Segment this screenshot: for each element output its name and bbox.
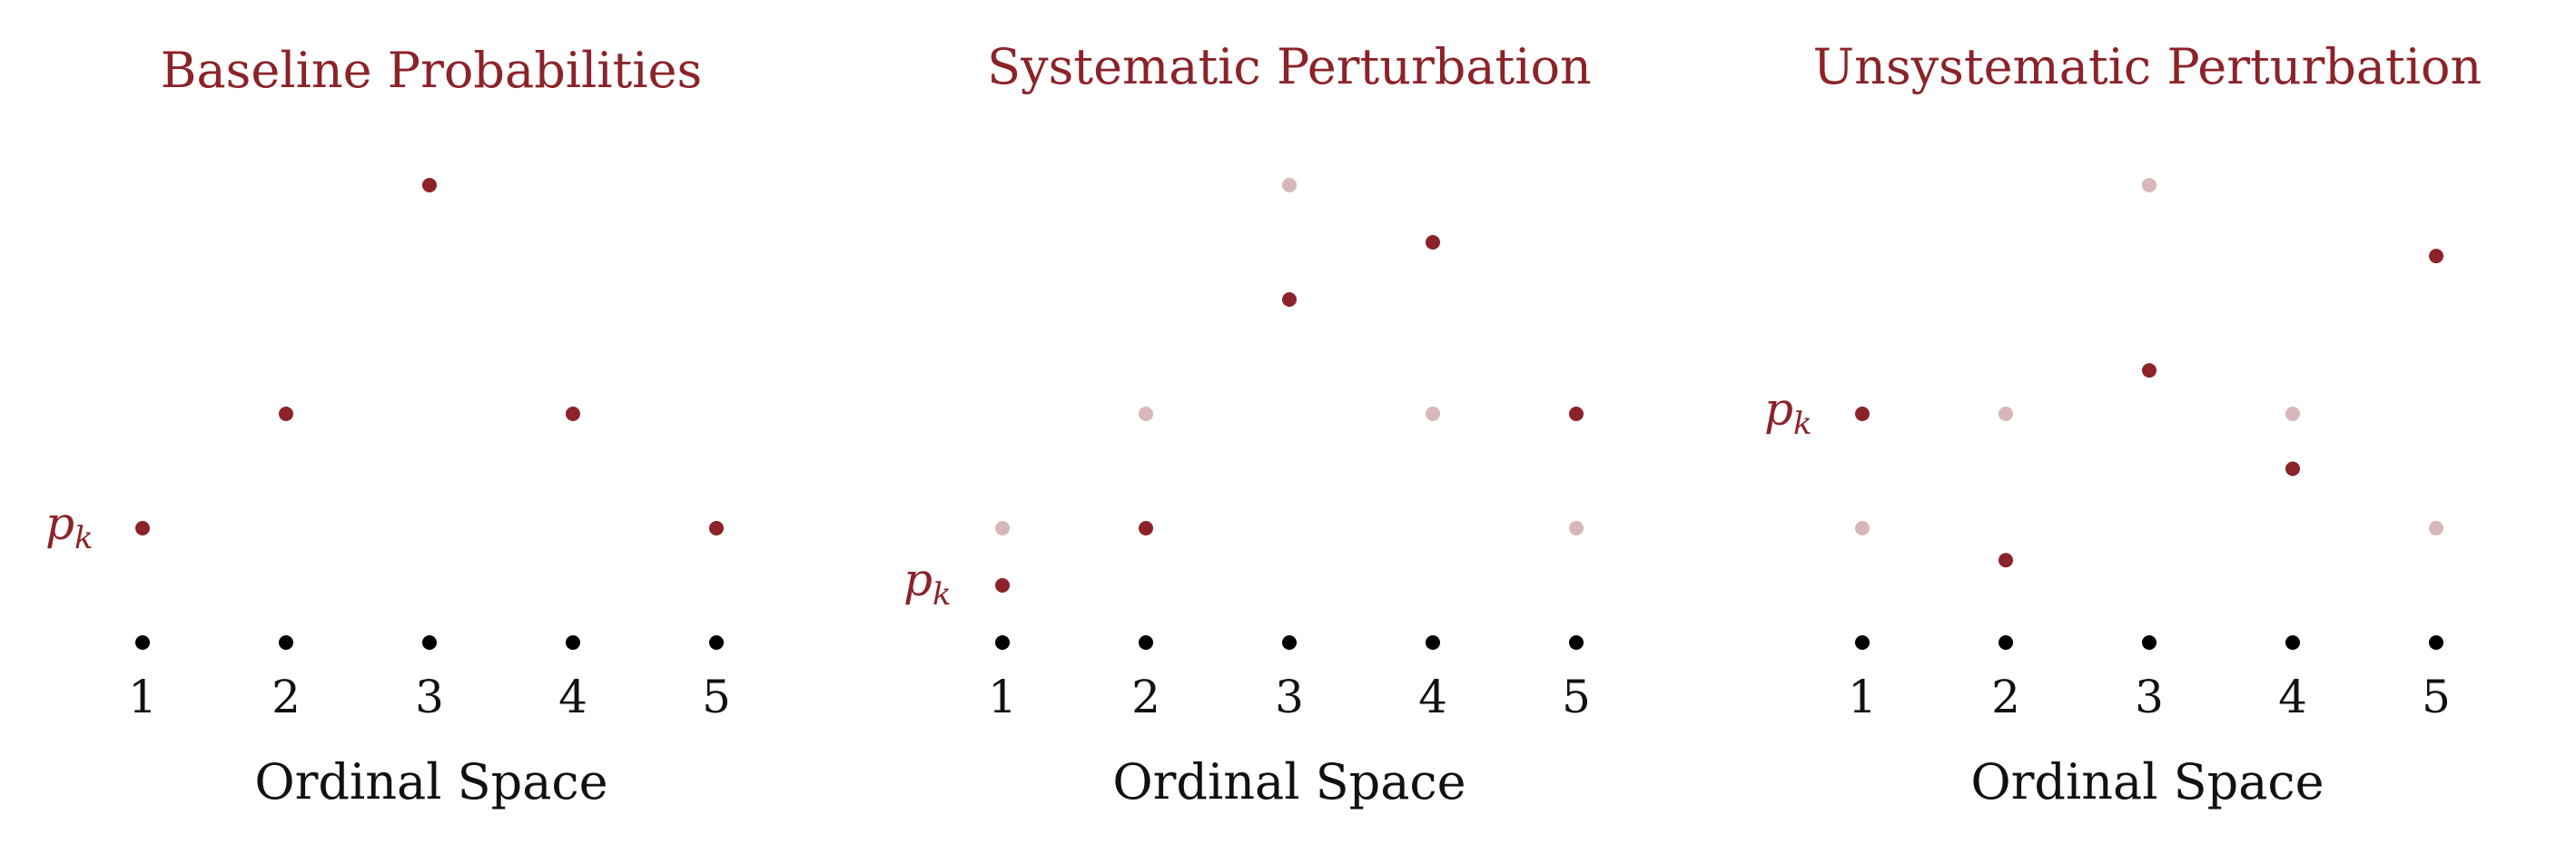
probability-point-5 bbox=[709, 521, 724, 535]
x-tick-label: 3 bbox=[1275, 671, 1304, 723]
pk-label: pk bbox=[1764, 383, 1812, 442]
probability-point-2 bbox=[1139, 521, 1153, 535]
pk-subscript: k bbox=[933, 576, 952, 613]
pk-subscript: k bbox=[74, 520, 94, 556]
baseline-point-2 bbox=[1999, 407, 2013, 421]
probability-point-4 bbox=[2285, 461, 2300, 476]
probability-point-1 bbox=[995, 578, 1010, 593]
baseline-point-2 bbox=[1139, 407, 1153, 421]
baseline-point-3 bbox=[2142, 178, 2157, 192]
probability-point-4 bbox=[566, 407, 580, 421]
pk-label: pk bbox=[903, 554, 952, 613]
baseline-point-3 bbox=[1282, 178, 1297, 192]
x-tick-label: 1 bbox=[1848, 671, 1877, 723]
probability-point-3 bbox=[422, 178, 437, 192]
axis-point-1 bbox=[135, 635, 150, 650]
axis-point-2 bbox=[1139, 635, 1153, 650]
axis-point-5 bbox=[709, 635, 724, 650]
baseline-point-1 bbox=[1855, 521, 1870, 535]
axis-point-4 bbox=[566, 635, 580, 650]
baseline-point-5 bbox=[1569, 521, 1584, 535]
x-axis-label: Ordinal Space bbox=[254, 753, 607, 810]
axis-point-4 bbox=[2285, 635, 2300, 650]
pk-label: pk bbox=[45, 497, 94, 556]
x-tick-label: 1 bbox=[128, 671, 157, 723]
probability-point-5 bbox=[1569, 407, 1584, 421]
x-tick-label: 2 bbox=[271, 671, 301, 723]
axis-point-2 bbox=[1999, 635, 2013, 650]
probability-point-1 bbox=[135, 521, 150, 535]
x-tick-label: 3 bbox=[2135, 671, 2164, 723]
baseline-point-4 bbox=[2285, 407, 2300, 421]
panel-systematic-perturbation: Systematic Perturbation Ordinal Space pk… bbox=[903, 38, 1592, 810]
pk-symbol: p bbox=[903, 554, 933, 606]
x-axis-label: Ordinal Space bbox=[1112, 753, 1466, 810]
axis-point-3 bbox=[2142, 635, 2157, 650]
axis-point-3 bbox=[1282, 635, 1297, 650]
x-tick-label: 3 bbox=[415, 671, 444, 723]
x-tick-label: 5 bbox=[1562, 671, 1591, 723]
probability-point-3 bbox=[2142, 363, 2157, 378]
x-tick-label: 4 bbox=[558, 671, 587, 723]
baseline-point-4 bbox=[1426, 407, 1440, 421]
panel-title: Systematic Perturbation bbox=[987, 38, 1592, 95]
x-tick-label: 5 bbox=[702, 671, 731, 723]
probability-point-1 bbox=[1855, 407, 1870, 421]
axis-point-2 bbox=[279, 635, 293, 650]
probability-point-5 bbox=[2429, 249, 2443, 264]
x-tick-label: 4 bbox=[1418, 671, 1447, 723]
pk-symbol: p bbox=[1764, 383, 1793, 436]
x-tick-label: 2 bbox=[1991, 671, 2020, 723]
probability-point-3 bbox=[1282, 292, 1297, 307]
axis-point-1 bbox=[1855, 635, 1870, 650]
panel-unsystematic-perturbation: Unsystematic Perturbation Ordinal Space … bbox=[1764, 38, 2482, 810]
pk-symbol: p bbox=[45, 497, 74, 550]
pk-subscript: k bbox=[1793, 406, 1812, 442]
x-axis-label: Ordinal Space bbox=[1970, 753, 2324, 810]
x-tick-label: 4 bbox=[2278, 671, 2307, 723]
probability-point-2 bbox=[279, 407, 293, 421]
baseline-point-1 bbox=[995, 521, 1010, 535]
axis-point-5 bbox=[2429, 635, 2443, 650]
panel-title: Unsystematic Perturbation bbox=[1813, 38, 2482, 95]
axis-point-3 bbox=[422, 635, 437, 650]
x-tick-label: 1 bbox=[988, 671, 1017, 723]
probability-point-4 bbox=[1426, 235, 1440, 250]
axis-point-5 bbox=[1569, 635, 1584, 650]
x-tick-label: 5 bbox=[2422, 671, 2451, 723]
probability-point-2 bbox=[1999, 553, 2013, 568]
panel-title: Baseline Probabilities bbox=[161, 42, 702, 99]
baseline-point-5 bbox=[2429, 521, 2443, 535]
axis-point-4 bbox=[1426, 635, 1440, 650]
panel-baseline-probabilities: Baseline Probabilities Ordinal Space pk … bbox=[45, 42, 731, 810]
axis-point-1 bbox=[995, 635, 1010, 650]
x-tick-label: 2 bbox=[1131, 671, 1160, 723]
